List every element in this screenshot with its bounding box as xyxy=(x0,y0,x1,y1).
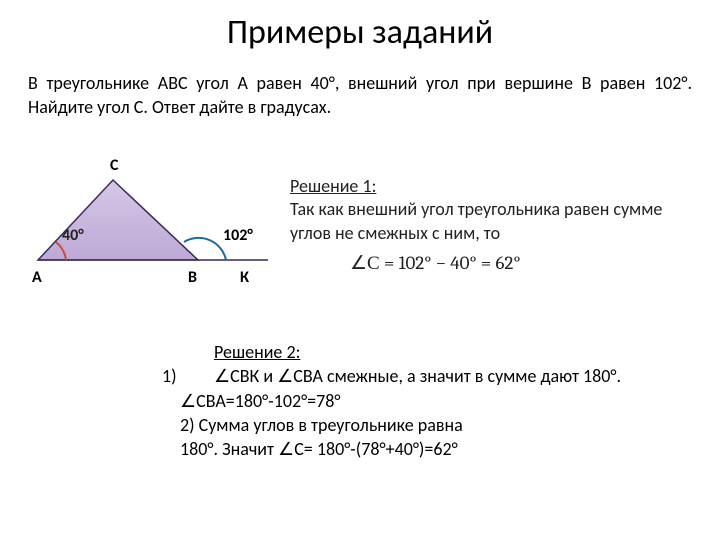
solution-2-line-3b: 180°. Значит ∠С= 180°-(78°+40°)=62° xyxy=(180,437,680,461)
angle-a-label: 40° xyxy=(62,226,84,245)
solution-2: Решение 2: 1) ∠СВК и ∠СВА смежные, а зна… xyxy=(180,340,680,461)
solution-1: Решение 1: Так как внешний угол треуголь… xyxy=(290,175,690,276)
solution-1-header: Решение 1: xyxy=(290,175,376,197)
solution-1-text: Так как внешний угол треугольника равен … xyxy=(290,198,662,243)
solution-2-header: Решение 2: xyxy=(180,340,680,364)
vertex-b-label: В xyxy=(188,268,197,287)
vertex-k-label: К xyxy=(240,268,249,287)
vertex-a-label: А xyxy=(32,268,42,287)
solution-2-item-1-num: 1) xyxy=(162,364,177,388)
vertex-c-label: С xyxy=(110,156,118,175)
triangle-diagram: С 40° 102° А В К xyxy=(28,160,288,300)
solution-2-line-3a: 2) Сумма углов в треугольнике равна xyxy=(180,413,680,437)
solution-2-item-1-text: ∠СВК и ∠СВА смежные, а значит в сумме да… xyxy=(214,365,621,387)
ext-angle-label: 102° xyxy=(223,226,253,245)
solution-2-item-1: 1) ∠СВК и ∠СВА смежные, а значит в сумме… xyxy=(180,364,680,388)
page-title: Примеры заданий xyxy=(0,0,720,53)
problem-statement: В треугольнике ABC угол А равен 40°, вне… xyxy=(0,53,720,120)
solution-1-formula: ∠С = 102° − 40° = 62° xyxy=(290,245,690,276)
solution-2-line-2: ∠СВА=180°-102°=78° xyxy=(180,389,680,413)
